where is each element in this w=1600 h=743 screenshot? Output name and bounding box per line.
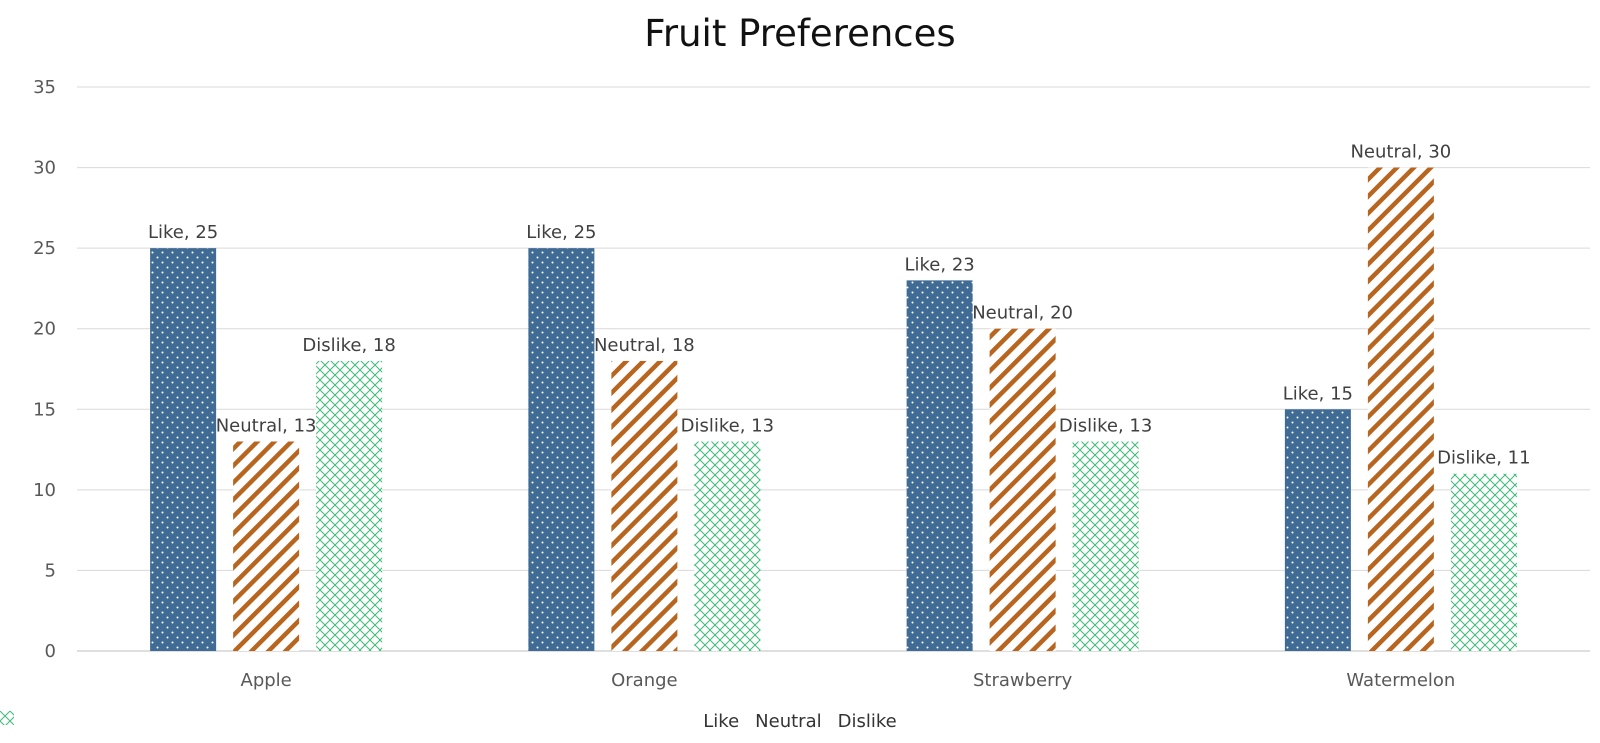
- bar-like-watermelon: [1284, 409, 1351, 651]
- y-tick-label: 0: [45, 641, 56, 662]
- data-label: Neutral, 20: [972, 303, 1073, 324]
- y-tick-label: 20: [33, 319, 56, 340]
- legend-item-neutral: Neutral: [0, 711, 822, 732]
- legend: Like Neutral Dislike: [0, 711, 1600, 732]
- bar-dislike-watermelon: [1450, 473, 1517, 651]
- x-tick-label: Orange: [611, 670, 678, 691]
- bar-neutral-apple: [233, 441, 300, 651]
- y-tick-label: 5: [45, 560, 56, 581]
- legend-label: Neutral: [755, 711, 822, 732]
- y-tick-label: 15: [33, 399, 56, 420]
- x-tick-label: Watermelon: [1346, 670, 1455, 691]
- bar-neutral-strawberry: [989, 328, 1056, 651]
- y-tick-label: 30: [33, 158, 56, 179]
- bar-like-orange: [528, 248, 595, 651]
- data-label: Like, 23: [905, 254, 975, 275]
- bar-dislike-apple: [316, 360, 383, 651]
- data-label: Dislike, 13: [681, 416, 774, 437]
- bar-like-apple: [150, 248, 217, 651]
- chart-title: Fruit Preferences: [644, 12, 956, 55]
- data-label: Dislike, 18: [302, 335, 395, 356]
- data-label: Neutral, 18: [594, 335, 695, 356]
- bar-like-strawberry: [906, 280, 973, 651]
- bar-dislike-strawberry: [1072, 441, 1139, 651]
- data-label: Dislike, 11: [1437, 448, 1530, 469]
- legend-item-like: Like: [0, 711, 740, 732]
- legend-label: Dislike: [837, 711, 897, 732]
- bar-neutral-watermelon: [1367, 167, 1434, 652]
- data-label: Neutral, 13: [216, 416, 317, 437]
- legend-swatch: [0, 711, 14, 725]
- y-tick-label: 25: [33, 238, 56, 259]
- data-label: Like, 25: [526, 222, 596, 243]
- data-label: Like, 25: [148, 222, 218, 243]
- bar-dislike-orange: [694, 441, 761, 651]
- data-label: Neutral, 30: [1350, 142, 1451, 163]
- legend-label: Like: [703, 711, 740, 732]
- data-label: Dislike, 13: [1059, 416, 1152, 437]
- legend-item-dislike: Dislike: [0, 711, 897, 732]
- data-label: Like, 15: [1283, 383, 1353, 404]
- x-tick-label: Apple: [241, 670, 292, 691]
- y-tick-label: 10: [33, 480, 56, 501]
- y-tick-label: 35: [33, 77, 56, 98]
- x-tick-label: Strawberry: [973, 670, 1073, 691]
- bar-neutral-orange: [611, 360, 678, 651]
